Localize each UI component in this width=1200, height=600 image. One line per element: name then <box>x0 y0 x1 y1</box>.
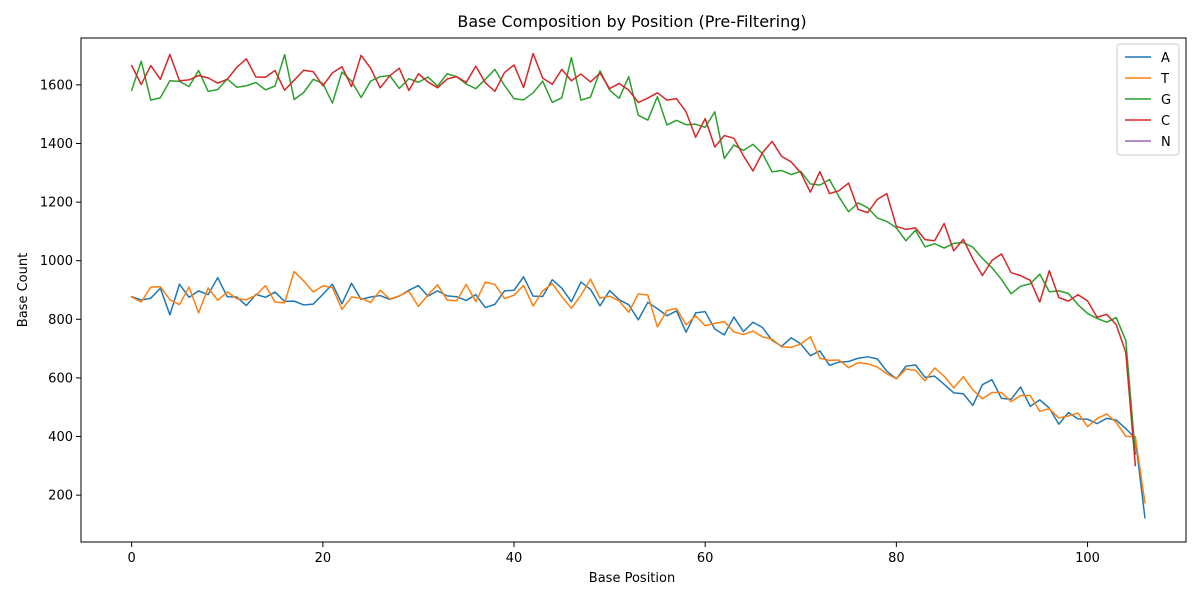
legend-label-g: G <box>1161 93 1171 108</box>
legend-label-a: A <box>1161 51 1170 66</box>
x-tick-label: 100 <box>1075 551 1100 566</box>
series-line-t <box>130 270 1146 504</box>
y-tick-label: 800 <box>48 313 73 328</box>
y-tick-label: 400 <box>48 430 73 445</box>
series-line-g <box>130 53 1137 455</box>
y-tick-label: 1600 <box>40 78 73 93</box>
x-tick-label: 0 <box>128 551 136 566</box>
y-tick-label: 600 <box>48 371 73 386</box>
plot-lines <box>130 52 1146 519</box>
y-tick-label: 200 <box>48 489 73 504</box>
y-tick-label: 1000 <box>40 254 73 269</box>
plot-frame <box>80 37 1187 543</box>
x-tick-label: 60 <box>697 551 714 566</box>
legend-label-c: C <box>1161 114 1170 129</box>
x-tick-label: 20 <box>315 551 332 566</box>
y-tick-label: 1400 <box>40 137 73 152</box>
legend-label-t: T <box>1160 72 1169 87</box>
legend-label-n: N <box>1161 135 1171 150</box>
x-tick-label: 80 <box>888 551 905 566</box>
series-line-c <box>130 52 1137 467</box>
x-axis-label: Base Position <box>589 571 675 586</box>
x-tick-label: 40 <box>506 551 523 566</box>
chart-title: Base Composition by Position (Pre-Filter… <box>457 12 806 31</box>
y-axis-label: Base Count <box>16 253 31 327</box>
y-tick-label: 1200 <box>40 196 73 211</box>
y-axis: 200 400 600 800 1000 1200 1400 1600 <box>40 78 81 504</box>
x-axis: 0 20 40 60 80 100 <box>128 542 1100 566</box>
series-line-a <box>130 276 1146 519</box>
